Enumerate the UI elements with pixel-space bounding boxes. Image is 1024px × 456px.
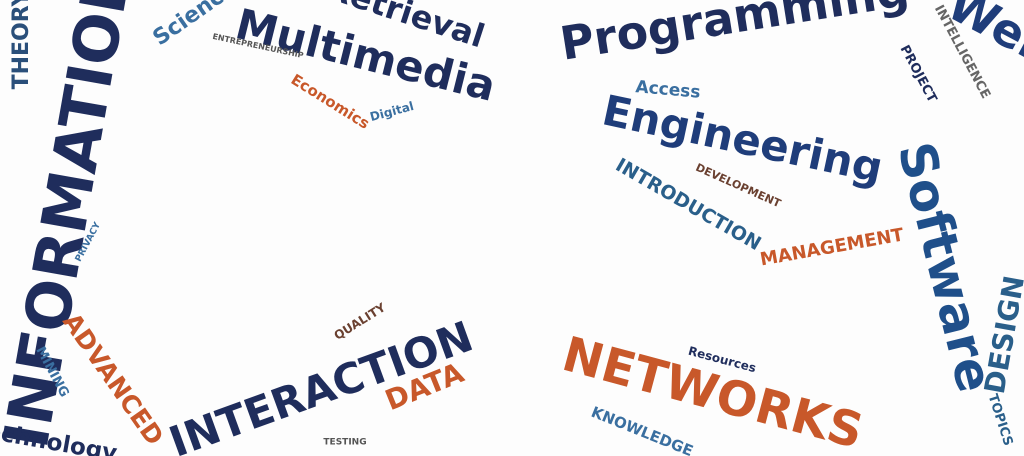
cloud-word: ADVANCED bbox=[57, 308, 169, 451]
cloud-word: INTRODUCTION bbox=[612, 154, 765, 255]
cloud-word: MANAGEMENT bbox=[758, 224, 906, 270]
cloud-word: Digital bbox=[368, 99, 415, 124]
cloud-word: Economics bbox=[288, 70, 373, 132]
cloud-word: NETWORKS bbox=[557, 326, 869, 456]
cloud-word: QUALITY bbox=[331, 300, 388, 343]
cloud-word: PROJECT bbox=[897, 43, 940, 106]
cloud-word: TESTING bbox=[323, 438, 366, 448]
cloud-word: Programming bbox=[556, 0, 912, 71]
cloud-word: THEORY bbox=[9, 0, 34, 89]
cloud-word: TOPICS bbox=[985, 392, 1016, 447]
